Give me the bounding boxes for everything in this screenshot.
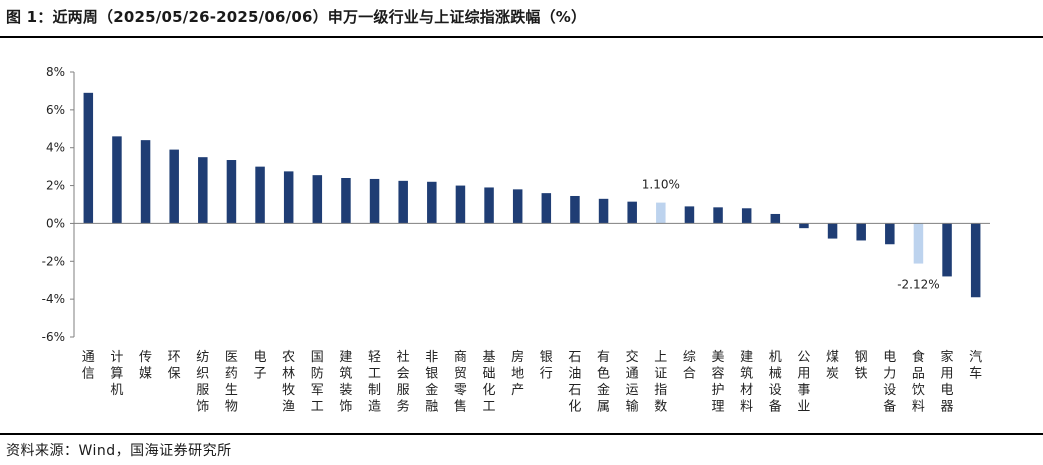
bar <box>541 193 552 224</box>
bar <box>598 198 609 224</box>
bar <box>713 207 723 224</box>
bar <box>255 166 265 224</box>
bar <box>283 171 294 224</box>
y-tick-label: -6% <box>42 330 65 344</box>
x-tick-label: 上证指数 <box>654 350 667 415</box>
bar <box>427 181 437 224</box>
x-tick-label: 石油石化 <box>568 350 581 415</box>
x-tick-label: 有色金属 <box>597 350 610 415</box>
x-tick-label: 纺织服饰 <box>196 350 209 415</box>
x-tick-label: 通信 <box>82 350 95 382</box>
bar <box>970 223 981 298</box>
bar <box>913 223 924 264</box>
y-tick-label: -2% <box>42 254 65 268</box>
x-tick-label: 社会服务 <box>397 349 410 415</box>
bar <box>656 202 666 224</box>
x-tick-label: 电力设备 <box>883 350 896 415</box>
x-tick-label: 家用电器 <box>941 349 954 415</box>
x-tick-label: 机械设备 <box>769 350 782 415</box>
bar <box>484 187 494 224</box>
x-tick-label: 食品饮料 <box>912 349 925 415</box>
bar <box>856 223 866 241</box>
bar <box>799 223 809 229</box>
x-tick-label: 国防军工 <box>311 350 324 415</box>
bar <box>885 223 895 245</box>
bar <box>627 201 637 224</box>
y-tick-label: 4% <box>46 141 65 155</box>
bar <box>827 223 838 239</box>
x-tick-label: 交通运输 <box>626 349 639 415</box>
bar <box>312 175 323 224</box>
x-tick-label: 基础化工 <box>483 350 496 415</box>
bar <box>341 178 351 224</box>
x-tick-label: 轻工制造 <box>368 350 381 415</box>
y-tick-label: 2% <box>46 179 65 193</box>
bar <box>684 206 695 224</box>
x-tick-label: 建筑装饰 <box>339 350 352 415</box>
bar <box>369 178 380 224</box>
x-tick-label: 计算机 <box>110 350 123 398</box>
x-tick-label: 钢铁 <box>855 350 868 382</box>
bar <box>770 213 781 224</box>
x-tick-label: 建筑材料 <box>740 350 753 415</box>
y-tick-label: 6% <box>46 103 65 117</box>
bar <box>140 140 151 224</box>
bar <box>226 160 237 224</box>
data-label: 1.10% <box>642 178 680 192</box>
x-tick-label: 房地产 <box>511 349 524 398</box>
x-tick-label: 综合 <box>683 350 696 382</box>
x-tick-label: 商贸零售 <box>454 350 467 415</box>
bar <box>83 92 94 224</box>
bar <box>198 157 208 224</box>
y-tick-label: -4% <box>42 292 65 306</box>
x-tick-label: 美容护理 <box>712 350 725 415</box>
source-divider <box>0 433 1043 435</box>
x-tick-label: 农林牧渔 <box>282 350 295 415</box>
bar <box>398 180 408 224</box>
x-tick-label: 医药生物 <box>225 350 238 415</box>
bar <box>455 185 466 224</box>
page-title: 图 1：近两周（2025/05/26-2025/06/06）申万一级行业与上证综… <box>6 8 587 26</box>
x-tick-label: 银行 <box>540 350 553 382</box>
source-note: 资料来源：Wind，国海证券研究所 <box>6 443 232 459</box>
x-tick-label: 电子 <box>254 350 267 382</box>
x-tick-label: 环保 <box>168 350 181 382</box>
x-tick-label: 煤炭 <box>826 350 839 382</box>
x-tick-label: 非银金融 <box>425 350 438 415</box>
bar <box>741 208 752 224</box>
x-tick-label: 公用事业 <box>797 350 810 415</box>
bar <box>570 195 580 224</box>
title-divider <box>0 36 1043 38</box>
bar <box>169 149 179 224</box>
data-label: -2.12% <box>897 278 939 292</box>
x-tick-label: 传媒 <box>139 350 152 382</box>
bar <box>942 223 952 277</box>
y-tick-label: 8% <box>46 65 65 79</box>
bar <box>512 189 523 224</box>
y-tick-label: 0% <box>46 216 65 230</box>
bar <box>112 136 122 224</box>
x-tick-label: 汽车 <box>969 350 982 382</box>
